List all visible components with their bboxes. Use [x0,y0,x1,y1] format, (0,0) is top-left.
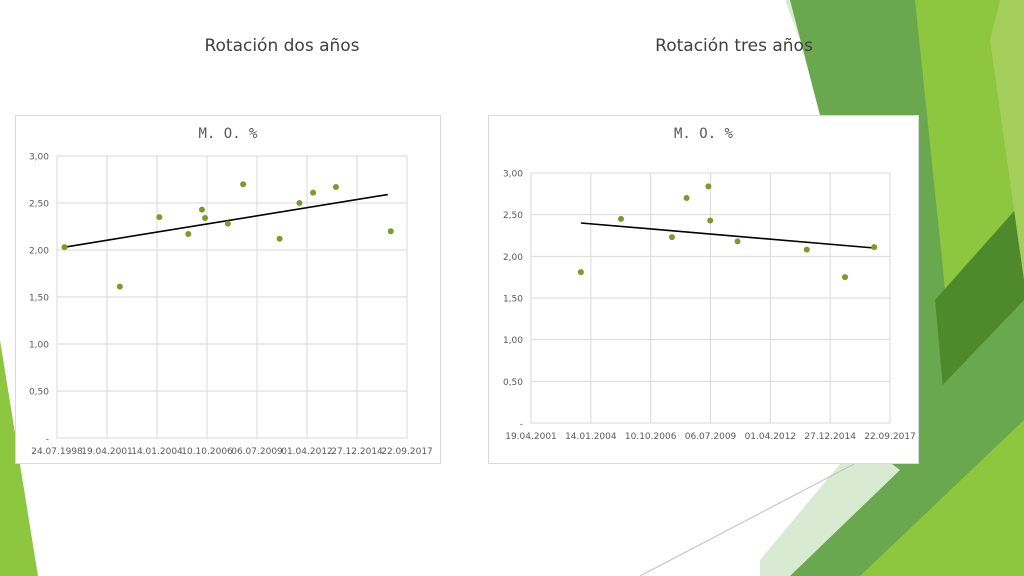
data-point [185,231,192,238]
data-point [577,269,584,276]
data-point [61,244,68,251]
data-point [116,283,123,290]
y-tick-label: 1,00 [503,336,523,346]
x-tick-label: 14.01.2004 [131,447,183,457]
data-point [871,244,878,251]
data-point [310,189,317,196]
trendline [64,193,388,248]
y-tick-label: - [46,435,49,445]
y-tick-label: 0,50 [503,378,523,388]
x-tick-label: 24.07.1998 [31,447,83,457]
x-tick-label: 27.12.2014 [331,447,383,457]
data-point [332,184,339,191]
data-point [296,200,303,206]
y-tick-label: 2,50 [503,211,523,221]
x-tick-label: 19.04.2001 [81,447,133,457]
data-point [198,206,205,213]
data-point [617,215,624,222]
chart-left: M. O. % - 0,50 1,00 1,50 2,00 2,50 3,00 24.07.1… [15,115,441,464]
y-tick-label: - [520,420,523,430]
x-tick-label: 19.04.2001 [505,432,557,442]
x-tick-label: 06.07.2009 [685,432,737,442]
x-tick-label: 22.09.2017 [381,447,433,457]
y-tick-label: 3,00 [29,153,49,163]
deco-shape-bottom-lime [860,420,1024,576]
data-point [707,217,714,224]
slide-title-right: Rotación tres años [655,36,813,56]
x-tick-label: 06.07.2009 [231,447,283,457]
data-point [387,228,394,235]
deco-shape-bottom-pale [760,440,900,576]
y-tick-label: 1,50 [29,294,49,304]
data-point [803,246,810,253]
y-tick-label: 2,00 [503,253,523,263]
deco-shape-bright-wedge [990,0,1024,280]
chart-left-plot: - 0,50 1,00 1,50 2,00 2,50 3,00 24.07.199819.04… [29,153,433,458]
data-point [705,183,712,190]
chart-right: M. O. % - 0,50 1,00 1,50 2,00 2,50 3,00 19.04.2… [488,115,919,464]
data-point [734,238,741,245]
y-tick-label: 2,00 [29,247,49,257]
x-tick-label: 22.09.2017 [864,432,916,442]
y-tick-label: 2,50 [29,200,49,210]
y-tick-label: 0,50 [29,388,49,398]
chart-title: M. O. % [673,126,733,142]
data-point [276,235,283,242]
chart-title: M. O. % [198,126,258,142]
x-tick-label: 27.12.2014 [804,432,856,442]
data-point [202,215,209,222]
data-point [683,195,690,201]
slide-title-left: Rotación dos años [204,36,360,56]
y-tick-label: 1,50 [503,295,523,305]
x-tick-label: 14.01.2004 [565,432,617,442]
x-tick-label: 01.04.2012 [745,432,797,442]
data-point [668,234,675,241]
chart-right-plot: - 0,50 1,00 1,50 2,00 2,50 3,00 19.04.2001 14.01… [503,170,916,443]
y-tick-label: 3,00 [503,170,523,180]
y-tick-label: 1,00 [29,341,49,351]
data-point [156,214,163,221]
data-point [240,181,247,188]
data-point [224,220,231,227]
trendline [580,222,875,249]
x-tick-label: 10.10.2006 [181,447,233,457]
x-tick-label: 01.04.2012 [281,447,333,457]
data-point [842,274,849,281]
x-tick-label: 10.10.2006 [625,432,677,442]
